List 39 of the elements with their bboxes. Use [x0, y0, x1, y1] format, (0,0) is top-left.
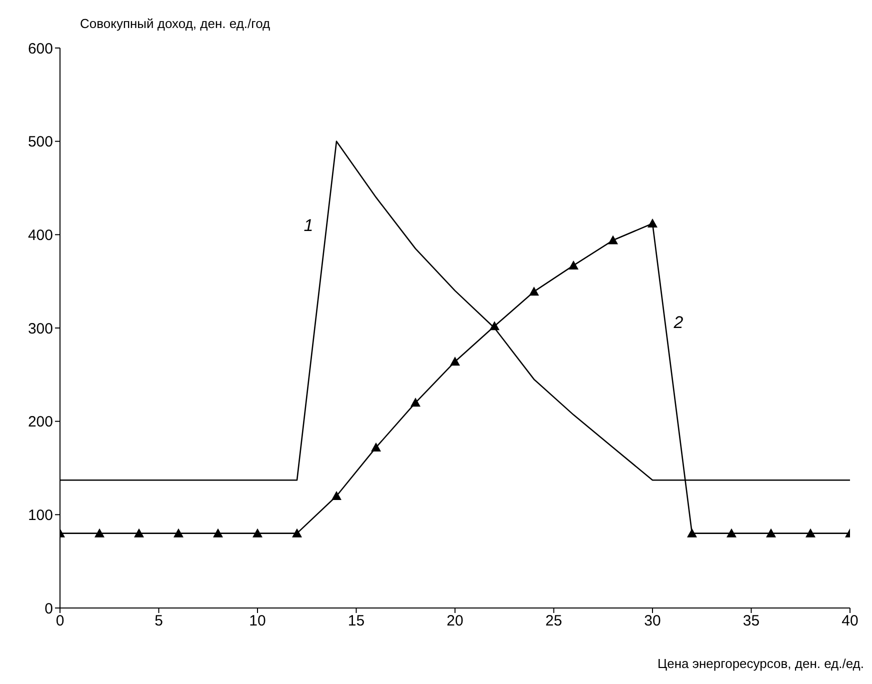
- point: [490, 321, 500, 330]
- x-tick-label: 10: [249, 612, 266, 630]
- x-tick-label: 40: [842, 612, 858, 630]
- point: [608, 235, 618, 244]
- x-axis-title: Цена энергоресурсов, ден. ед./ед.: [658, 656, 864, 671]
- point: [94, 528, 104, 538]
- point: [292, 528, 302, 538]
- point: [174, 528, 184, 538]
- x-tick-label: 5: [154, 612, 163, 630]
- y-tick-label: 500: [28, 134, 53, 151]
- y-tick-label: 400: [28, 226, 53, 244]
- y-tick-label: 300: [28, 320, 53, 338]
- y-tick-label: 200: [28, 414, 53, 431]
- point: [371, 442, 381, 452]
- series-label: 1: [304, 216, 314, 235]
- series-label: 2: [672, 312, 684, 332]
- x-tick-label: 15: [348, 612, 365, 630]
- x-tick-label: 35: [742, 612, 760, 630]
- point: [529, 286, 539, 296]
- point: [332, 491, 342, 500]
- point: [766, 528, 776, 538]
- x-tick-label: 20: [446, 612, 464, 630]
- point: [134, 528, 144, 538]
- point: [410, 398, 420, 407]
- y-tick-label: 0: [44, 600, 53, 618]
- point: [726, 528, 736, 538]
- point: [806, 528, 816, 538]
- x-tick-label: 25: [545, 612, 562, 630]
- x-tick-label: 30: [644, 612, 661, 630]
- point: [213, 528, 223, 538]
- y-tick-label: 600: [28, 40, 53, 58]
- point: [252, 528, 262, 538]
- y-tick-label: 100: [28, 506, 53, 524]
- x-tick-label: 0: [56, 612, 64, 630]
- point: [687, 528, 697, 538]
- point: [648, 218, 658, 228]
- y-axis-title: Совокупный доход, ден. ед./год: [80, 16, 270, 31]
- point: [568, 260, 578, 270]
- point: [450, 356, 460, 366]
